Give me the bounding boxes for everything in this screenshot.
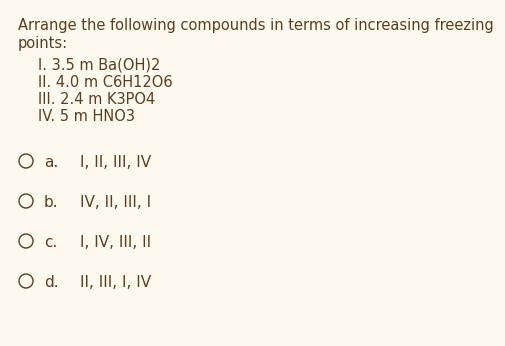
Text: Arrange the following compounds in terms of increasing freezing: Arrange the following compounds in terms… <box>18 18 493 33</box>
Text: IV, II, III, I: IV, II, III, I <box>80 195 151 210</box>
Text: d.: d. <box>44 275 59 290</box>
Text: I, II, III, IV: I, II, III, IV <box>80 155 151 170</box>
Text: II, III, I, IV: II, III, I, IV <box>80 275 151 290</box>
Text: IV. 5 m HNO3: IV. 5 m HNO3 <box>38 109 135 124</box>
Text: a.: a. <box>44 155 58 170</box>
Text: II. 4.0 m C6H12O6: II. 4.0 m C6H12O6 <box>38 75 172 90</box>
Text: b.: b. <box>44 195 59 210</box>
Text: I, IV, III, II: I, IV, III, II <box>80 235 151 250</box>
Text: points:: points: <box>18 36 68 51</box>
Text: I. 3.5 m Ba(OH)2: I. 3.5 m Ba(OH)2 <box>38 58 160 73</box>
Text: c.: c. <box>44 235 57 250</box>
Text: III. 2.4 m K3PO4: III. 2.4 m K3PO4 <box>38 92 155 107</box>
